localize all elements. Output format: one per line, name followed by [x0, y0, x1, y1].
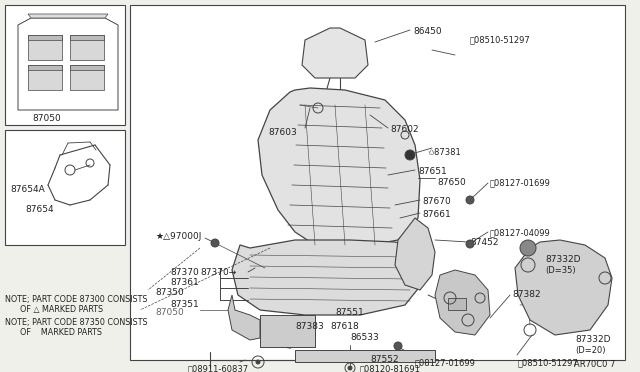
Polygon shape — [28, 14, 108, 18]
Text: 86533: 86533 — [350, 333, 379, 342]
Bar — [448, 298, 466, 310]
Text: 87654: 87654 — [25, 205, 54, 214]
Text: ★△97000J: ★△97000J — [155, 232, 202, 241]
Polygon shape — [435, 270, 490, 335]
Polygon shape — [302, 28, 368, 78]
Polygon shape — [258, 88, 420, 248]
Polygon shape — [515, 240, 612, 335]
Bar — [28, 35, 62, 40]
Bar — [5, 130, 125, 245]
Text: 87551: 87551 — [335, 308, 364, 317]
Circle shape — [211, 239, 219, 247]
Text: 87603: 87603 — [268, 128, 297, 137]
Text: NOTE; PART CODE 87350 CONSISTS: NOTE; PART CODE 87350 CONSISTS — [5, 318, 148, 327]
Text: ⒲08127-04099: ⒲08127-04099 — [490, 228, 551, 237]
Text: AR70C0 7: AR70C0 7 — [573, 360, 615, 369]
Text: 87382: 87382 — [512, 290, 541, 299]
Text: 87552: 87552 — [370, 355, 399, 364]
Text: 87383: 87383 — [295, 322, 324, 331]
Text: Ⓝ08510-51297: Ⓝ08510-51297 — [470, 35, 531, 44]
Text: 87332D: 87332D — [575, 335, 611, 344]
Bar — [28, 35, 62, 60]
Text: 87370→: 87370→ — [200, 268, 236, 277]
Text: 87602: 87602 — [390, 125, 419, 134]
Polygon shape — [232, 240, 428, 315]
Text: OF    MARKED PARTS: OF MARKED PARTS — [5, 328, 102, 337]
Circle shape — [405, 150, 415, 160]
Text: 87618: 87618 — [330, 322, 359, 331]
Bar — [70, 35, 104, 40]
Text: 87050: 87050 — [155, 308, 184, 317]
Circle shape — [348, 366, 352, 370]
Circle shape — [394, 342, 402, 350]
Text: Ⓚ08911-60837: Ⓚ08911-60837 — [188, 364, 249, 372]
Polygon shape — [18, 18, 118, 110]
Text: Ⓝ08510-51297: Ⓝ08510-51297 — [518, 358, 579, 367]
Bar — [28, 65, 62, 70]
Circle shape — [256, 360, 260, 364]
Text: 87651: 87651 — [418, 167, 447, 176]
Text: 87361: 87361 — [170, 278, 199, 287]
Bar — [70, 35, 104, 60]
Bar — [260, 315, 315, 347]
Text: 87351: 87351 — [170, 300, 199, 309]
Text: 87370: 87370 — [170, 268, 199, 277]
Bar — [295, 350, 435, 362]
Text: ⒲08127-01699: ⒲08127-01699 — [490, 178, 551, 187]
Text: OF △ MARKED PARTS: OF △ MARKED PARTS — [5, 305, 103, 314]
Bar — [70, 65, 104, 70]
Polygon shape — [395, 218, 435, 290]
Text: 87350: 87350 — [155, 288, 184, 297]
Text: ⒲08127-01699: ⒲08127-01699 — [415, 358, 476, 367]
Text: (D=20): (D=20) — [575, 346, 605, 355]
Text: 87452: 87452 — [470, 238, 499, 247]
Text: 87654A: 87654A — [10, 185, 45, 194]
Text: ⒲08120-81691: ⒲08120-81691 — [360, 364, 421, 372]
Bar — [28, 65, 62, 90]
Text: 87670: 87670 — [422, 197, 451, 206]
Circle shape — [520, 240, 536, 256]
Text: 87050: 87050 — [32, 114, 61, 123]
Bar — [5, 5, 125, 125]
Text: NOTE; PART CODE 87300 CONSISTS: NOTE; PART CODE 87300 CONSISTS — [5, 295, 147, 304]
Text: 87661: 87661 — [422, 210, 451, 219]
Text: (D=35): (D=35) — [545, 266, 575, 275]
Polygon shape — [228, 295, 260, 340]
Bar — [130, 5, 625, 360]
Circle shape — [466, 196, 474, 204]
Text: ✩87381: ✩87381 — [428, 148, 461, 157]
Text: 86450: 86450 — [413, 27, 442, 36]
Text: 87650: 87650 — [437, 178, 466, 187]
Text: 87332D: 87332D — [545, 255, 580, 264]
Bar — [70, 65, 104, 90]
Circle shape — [466, 240, 474, 248]
